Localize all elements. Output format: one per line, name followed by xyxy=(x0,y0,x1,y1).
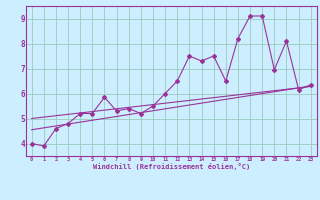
X-axis label: Windchill (Refroidissement éolien,°C): Windchill (Refroidissement éolien,°C) xyxy=(92,163,250,170)
